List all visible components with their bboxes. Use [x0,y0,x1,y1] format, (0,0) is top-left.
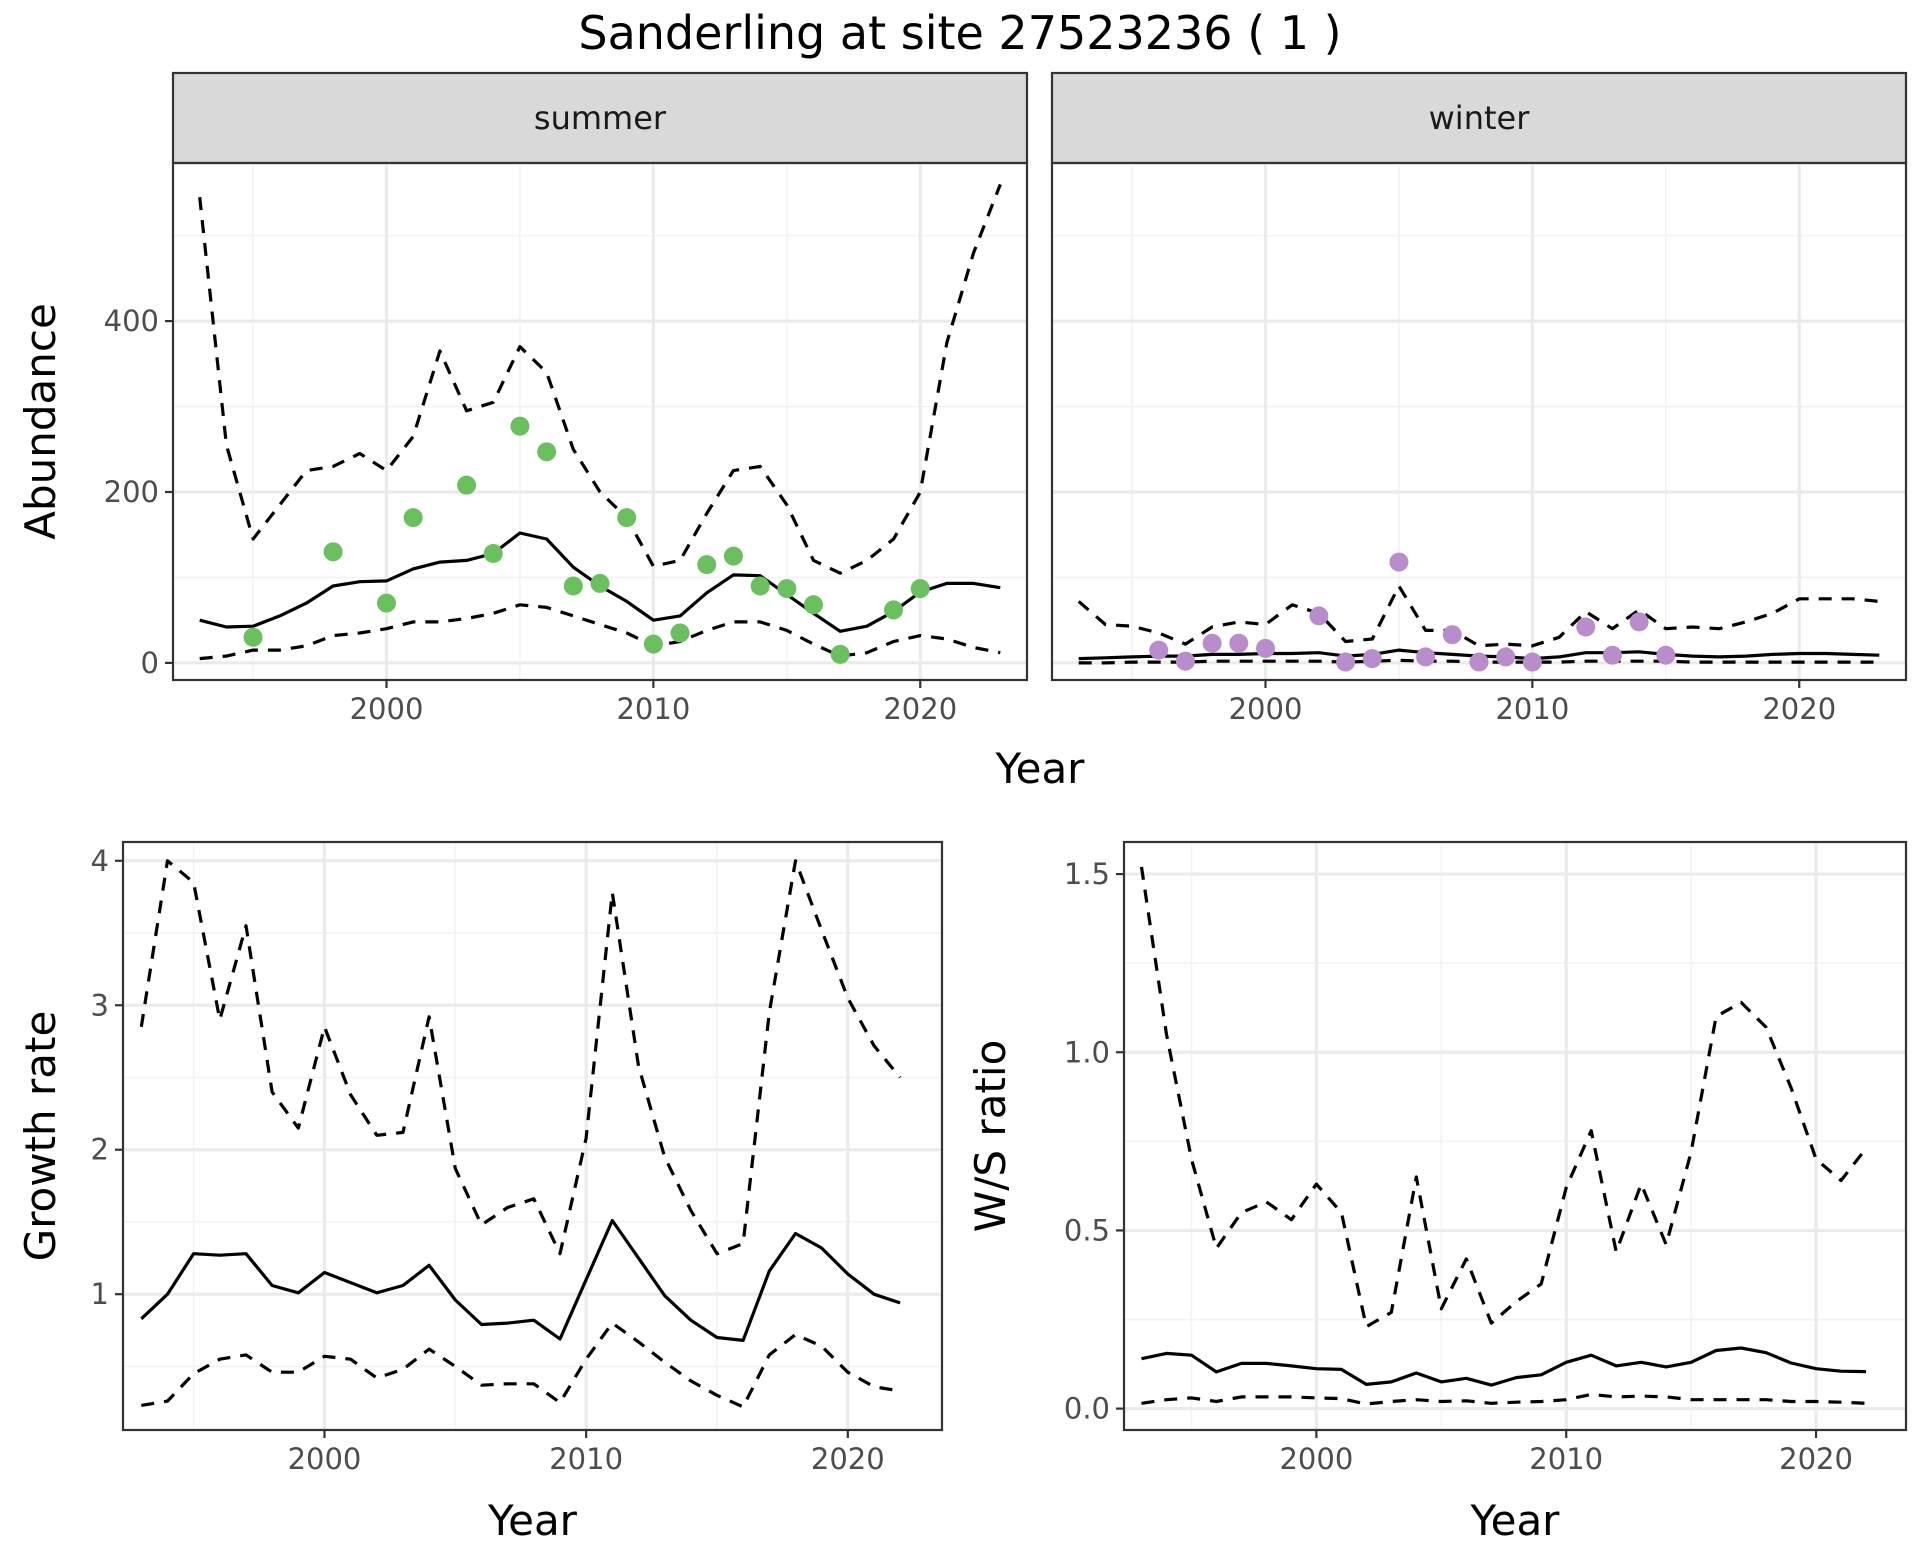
series-line-bound [1139,866,1868,1329]
data-point [563,576,583,596]
data-point [643,634,663,654]
x-tick-label: 2000 [288,1442,362,1476]
x-tick-label: 2010 [1495,692,1569,726]
data-point [1629,612,1649,632]
y-axis-title: W/S ratio [966,1040,1015,1233]
data-point [777,579,797,599]
x-tick-label: 2010 [549,1442,623,1476]
y-tick-label: 0.5 [1064,1213,1110,1247]
panels: summer 2000 2010 2020 0 200 400 Abundance winter… [16,71,1908,1545]
series-line-bound [141,1321,901,1409]
data-point [1416,647,1436,667]
data-point [1469,652,1489,672]
panel-panel-2: 2000 2010 2020 1 2 3 4 Growth rate Year [16,840,944,1545]
x-tick-label: 2020 [1762,692,1836,726]
series-line-bound [1141,1392,1867,1406]
y-tick-label: 3 [91,988,109,1022]
data-point [483,544,503,564]
data-point [697,555,717,575]
panel-panel-3: 2000 2010 2020 0.0 0.5 1.0 1.5 W/S ratio Year [966,840,1908,1545]
data-point [830,644,850,664]
series-line-estimate [1141,1346,1867,1387]
data-point [323,542,343,562]
data-point [1202,633,1222,653]
chart-title: Sanderling at site 27523236 ( 1 ) [578,6,1341,60]
data-point [1175,651,1195,671]
y-tick-label: 1 [91,1277,109,1311]
series-line-bound [198,183,1002,575]
x-tick-label: 2010 [1529,1442,1603,1476]
y-tick-label: 2 [91,1133,109,1167]
y-tick-label: 0.0 [1064,1392,1110,1426]
data-point [537,442,557,462]
x-axis-title: Year [995,744,1086,793]
data-point [1496,647,1516,667]
data-point [1309,606,1329,626]
data-point [1442,625,1462,645]
data-point [1656,645,1676,665]
x-tick-label: 2000 [350,692,424,726]
plot-background [123,842,942,1430]
data-point [510,416,530,436]
panel-border [1050,161,1908,682]
x-axis-title: Year [1470,1496,1561,1545]
data-point [884,600,904,620]
series-line-estimate [140,1218,901,1342]
y-axis-title: Growth rate [16,1011,65,1262]
data-point [804,595,823,615]
data-point [590,573,610,593]
y-tick-label: 1.0 [1064,1035,1110,1069]
data-point [670,623,690,643]
x-tick-label: 2020 [1779,1442,1853,1476]
x-tick-label: 2000 [1229,692,1303,726]
y-tick-label: 400 [104,304,159,338]
series-line-bound [199,603,1001,661]
facet-label: summer [534,99,667,137]
data-point [617,508,637,528]
data-point [750,576,770,596]
panel-border [121,840,944,1432]
x-tick-label: 2020 [811,1442,885,1476]
y-tick-label: 0 [141,646,159,680]
data-point [1256,638,1275,658]
panel-summer: summer 2000 2010 2020 0 200 400 Abundance [16,71,1029,726]
data-point [1522,652,1542,672]
x-tick-label: 2020 [883,692,957,726]
x-tick-label: 2000 [1279,1442,1353,1476]
facet-strip [1050,71,1908,165]
facet-label: winter [1429,99,1531,137]
x-axis-title: Year [487,1496,578,1545]
data-point [1229,633,1249,653]
data-point [910,579,930,599]
y-tick-label: 4 [91,844,109,878]
data-point [403,508,423,528]
x-tick-label: 2010 [616,692,690,726]
series-line-bound [139,859,902,1256]
data-point [1149,640,1169,660]
panel-winter: winter 2000 2010 2020 [1050,71,1908,726]
series-line-bound [1077,584,1880,648]
data-point [1576,617,1596,637]
data-point [1362,649,1382,669]
y-tick-label: 200 [104,475,159,509]
data-point [723,546,743,566]
y-tick-label: 1.5 [1064,857,1110,891]
data-point [457,475,477,495]
data-point [243,627,263,647]
data-point [377,593,396,613]
data-point [1602,645,1622,665]
data-point [1389,552,1409,572]
plot-background [1124,842,1906,1430]
data-point [1336,652,1356,672]
plot-background [173,163,1027,680]
panel-border [171,161,1029,682]
y-axis-title: Abundance [16,303,65,540]
plot-background [1052,163,1906,680]
panel-border [1122,840,1908,1432]
facet-strip [171,71,1029,165]
